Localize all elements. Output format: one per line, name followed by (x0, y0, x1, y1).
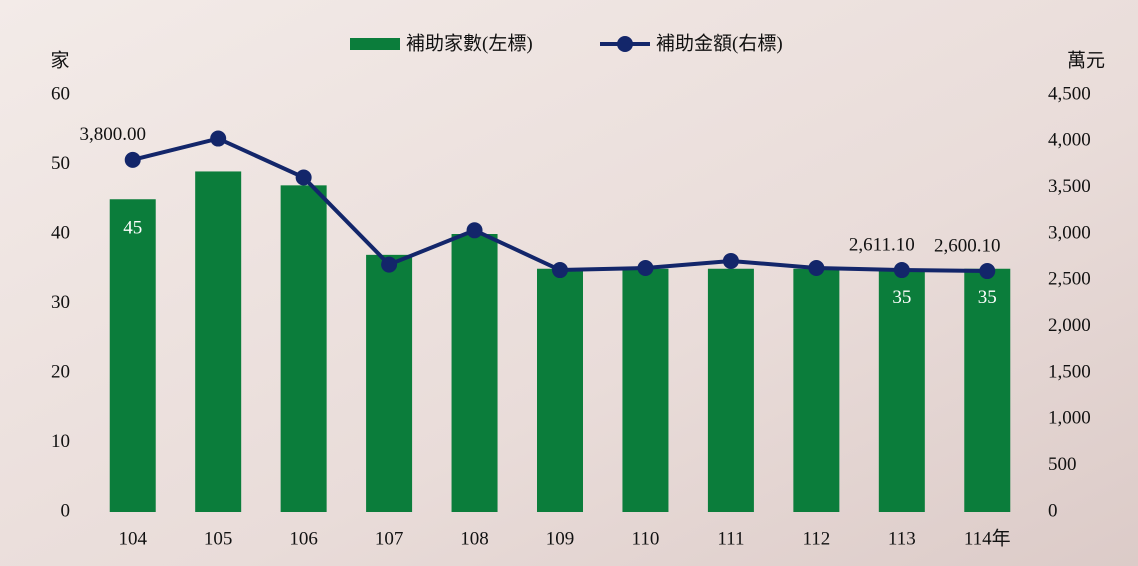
bar (280, 185, 327, 512)
legend-label: 補助金額(右標) (656, 32, 783, 54)
y-tick-label: 50 (51, 153, 70, 174)
y2-tick-label: 1,000 (1048, 408, 1091, 429)
line-marker (124, 151, 141, 168)
bar (537, 268, 583, 512)
legend-swatch (617, 36, 633, 52)
y2-tick-label: 500 (1048, 454, 1077, 475)
x-tick-label: 114年 (964, 527, 1011, 549)
y2-tick-label: 1,500 (1048, 361, 1091, 382)
y2-axis-label: 萬元 (1067, 49, 1105, 71)
bar-value-label: 45 (123, 218, 142, 239)
x-tick-label: 110 (632, 528, 660, 549)
bar-value-label: 35 (978, 287, 997, 308)
bar-value-label: 35 (892, 287, 911, 308)
bar (964, 268, 1011, 512)
line-value-label: 3,800.00 (79, 124, 146, 145)
x-tick-label: 109 (546, 528, 575, 549)
y2-tick-label: 2,500 (1048, 269, 1091, 290)
y2-tick-label: 3,000 (1048, 222, 1091, 243)
y2-tick-label: 3,500 (1048, 176, 1091, 197)
line-value-label: 2,600.10 (934, 235, 1001, 256)
y-tick-label: 30 (51, 292, 70, 313)
y2-tick-label: 0 (1048, 500, 1058, 521)
y2-tick-label: 2,000 (1048, 315, 1091, 336)
x-tick-label: 108 (460, 528, 489, 549)
y-tick-label: 0 (61, 500, 71, 521)
line-marker (466, 222, 483, 239)
bar (109, 199, 156, 512)
x-tick-label: 105 (204, 528, 233, 549)
legend-swatch (350, 38, 400, 50)
line-marker (381, 256, 398, 273)
y-axis-label: 家 (50, 49, 69, 71)
x-tick-label: 104 (118, 528, 147, 549)
x-tick-label: 112 (802, 528, 830, 549)
bar (451, 234, 498, 512)
y-tick-label: 10 (51, 431, 70, 452)
y-tick-label: 40 (51, 222, 70, 243)
line-marker (552, 262, 568, 279)
line-marker (637, 260, 654, 277)
bar (195, 171, 242, 512)
line-marker (979, 263, 996, 280)
line-marker (893, 262, 910, 279)
bar (878, 268, 925, 512)
y-tick-label: 60 (51, 83, 70, 104)
x-tick-label: 113 (888, 528, 916, 549)
bar (793, 268, 840, 512)
x-tick-label: 111 (717, 528, 744, 549)
bar (366, 254, 413, 512)
line-marker (808, 260, 825, 277)
legend-label: 補助家數(左標) (406, 32, 533, 54)
x-tick-label: 107 (375, 528, 404, 549)
y2-tick-label: 4,000 (1048, 130, 1091, 151)
bar (622, 268, 669, 512)
line-marker (210, 130, 227, 147)
y2-tick-label: 4,500 (1048, 83, 1091, 104)
y-tick-label: 20 (51, 361, 70, 382)
line-value-label: 2,611.10 (849, 234, 915, 255)
line-marker (295, 169, 312, 186)
bar (707, 268, 754, 512)
line-marker (722, 252, 739, 269)
x-tick-label: 106 (289, 528, 318, 549)
